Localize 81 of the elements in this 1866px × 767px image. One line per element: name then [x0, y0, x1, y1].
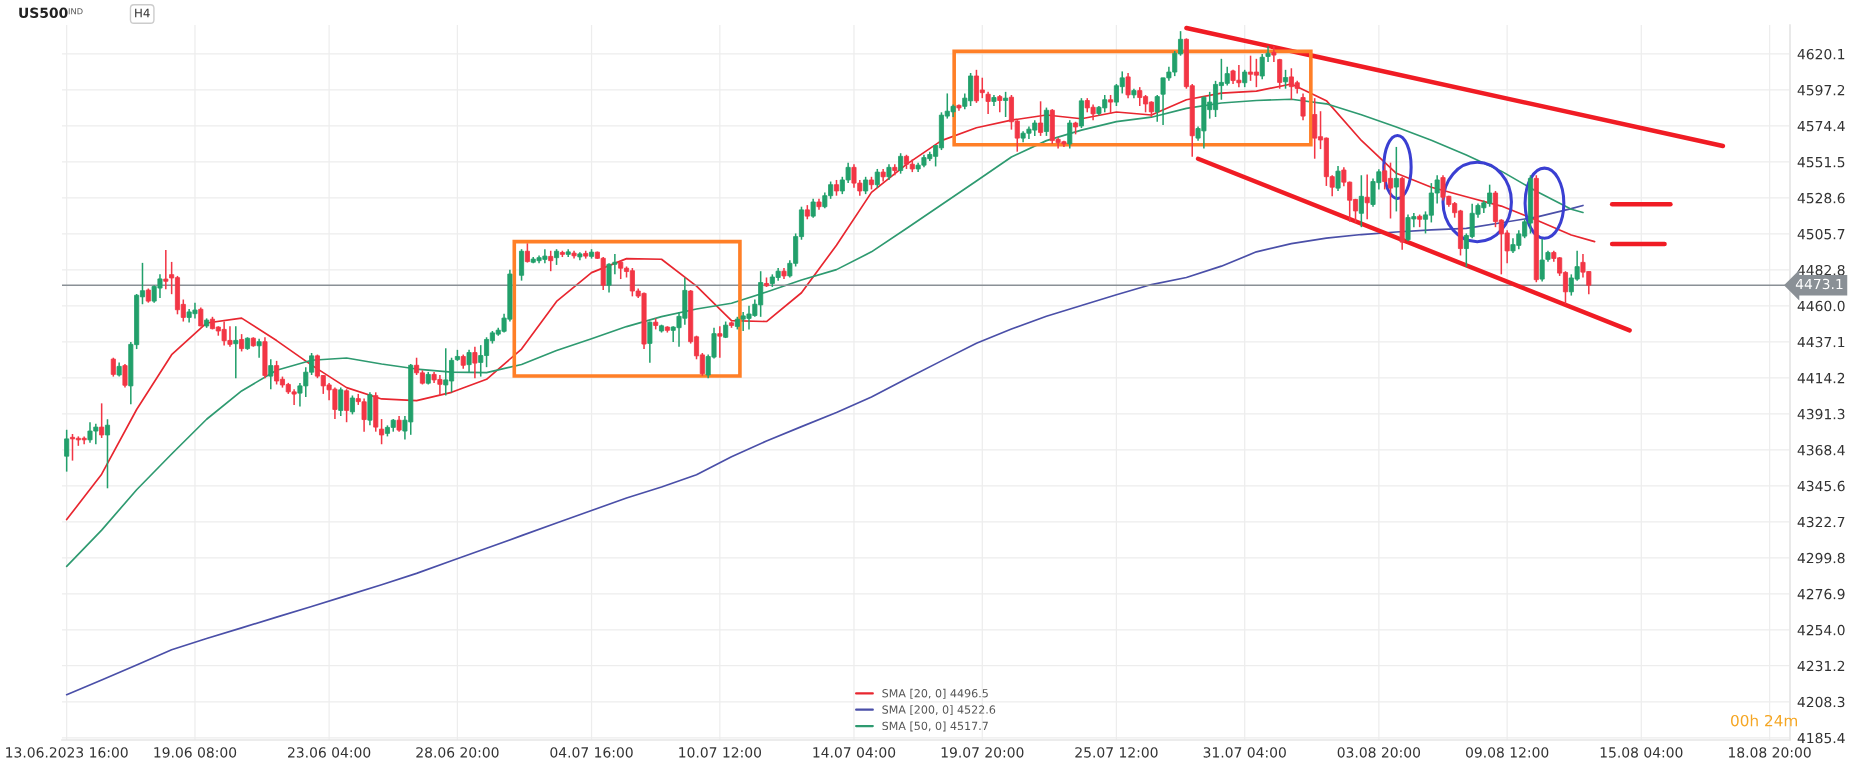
- candlestick: [524, 242, 530, 264]
- ref-line-label: 4473.1: [1795, 278, 1843, 290]
- x-tick-label: 04.07 16:00: [550, 747, 633, 758]
- y-tick-label: 4345.6: [1797, 480, 1845, 492]
- candlestick: [338, 386, 344, 417]
- candlestick: [548, 249, 554, 272]
- x-tick-label: 15.08 04:00: [1600, 747, 1683, 758]
- candlestick: [1358, 174, 1364, 228]
- candlestick: [1271, 45, 1277, 63]
- chart-subtitle: IND: [68, 8, 83, 15]
- candlestick: [997, 94, 1003, 114]
- y-tick-label: 4620.1: [1797, 48, 1845, 60]
- candlestick: [647, 320, 653, 364]
- candlestick: [874, 168, 880, 189]
- candlestick: [198, 306, 204, 328]
- legend-label: SMA [200, 0] 4522.6: [882, 705, 996, 716]
- candlestick: [1265, 45, 1271, 63]
- y-tick-label: 4299.8: [1797, 552, 1845, 564]
- candlestick: [1300, 92, 1306, 121]
- x-tick-label: 10.07 12:00: [679, 747, 762, 758]
- candlestick: [268, 358, 274, 390]
- candlestick: [898, 152, 904, 175]
- x-tick-label: 13.06.2023 16:00: [6, 747, 128, 758]
- candlestick: [810, 198, 816, 219]
- candlestick: [1038, 100, 1044, 137]
- y-tick-label: 4391.3: [1797, 408, 1845, 420]
- candlestick: [344, 388, 350, 423]
- candlestick: [64, 429, 70, 473]
- candlestick: [349, 394, 355, 416]
- candlestick: [717, 325, 723, 359]
- y-tick-label: 4597.2: [1797, 84, 1845, 96]
- candlestick: [256, 338, 262, 359]
- candlestick: [1067, 119, 1073, 150]
- candlestick: [379, 418, 385, 446]
- x-tick-label: 19.06 08:00: [154, 747, 237, 758]
- y-tick-label: 4460.0: [1797, 300, 1845, 312]
- y-tick-label: 4482.8: [1797, 264, 1845, 276]
- y-tick-label: 4414.2: [1797, 372, 1845, 384]
- y-tick-label: 4437.1: [1797, 336, 1845, 348]
- candlestick: [1259, 53, 1265, 81]
- candlestick: [1277, 58, 1283, 90]
- x-tick-label: 31.07 04:00: [1203, 747, 1286, 758]
- y-tick-label: 4551.5: [1797, 157, 1845, 168]
- legend-label: SMA [50, 0] 4517.7: [882, 721, 988, 732]
- y-tick-label: 4368.4: [1797, 444, 1845, 456]
- candlestick: [1108, 94, 1114, 115]
- candlestick: [1125, 72, 1131, 99]
- y-tick-label: 4276.9: [1797, 588, 1845, 600]
- x-tick-label: 28.06 20:00: [416, 747, 499, 758]
- candlestick: [1364, 173, 1370, 221]
- y-tick-label: 4208.3: [1797, 696, 1845, 708]
- x-tick-label: 18.08 20:00: [1729, 747, 1811, 758]
- x-tick-label: 14.07 04:00: [813, 747, 896, 758]
- annotation: 00h 24m: [1731, 714, 1798, 727]
- x-tick-label: 03.08 20:00: [1337, 747, 1421, 758]
- candlestick: [104, 418, 111, 490]
- candlestick: [466, 349, 472, 373]
- y-tick-label: 4505.7: [1797, 228, 1845, 240]
- y-tick-label: 4254.0: [1797, 624, 1845, 636]
- candlestick: [472, 345, 478, 379]
- x-tick-label: 19.07 20:00: [941, 747, 1024, 758]
- y-tick-label: 4574.4: [1797, 120, 1845, 132]
- x-tick-label: 09.08 12:00: [1465, 747, 1549, 758]
- candlestick: [1283, 69, 1289, 90]
- y-tick-label: 4231.2: [1797, 660, 1845, 672]
- candlestick: [122, 363, 128, 389]
- y-tick-label: 4528.6: [1797, 192, 1845, 204]
- x-tick-label: 23.06 04:00: [288, 747, 371, 758]
- candlestick: [1043, 106, 1049, 137]
- candlestick: [1393, 146, 1399, 213]
- chart-title: US500: [19, 7, 68, 19]
- x-tick-label: 25.07 12:00: [1075, 747, 1158, 758]
- legend-label: SMA [20, 0] 4496.5: [882, 688, 988, 699]
- candlestick: [99, 402, 105, 439]
- candlestick: [985, 91, 991, 115]
- text: H4: [135, 8, 150, 18]
- candlestick: [233, 325, 239, 379]
- y-tick-label: 4322.7: [1797, 516, 1845, 528]
- y-tick-label: 4185.4: [1797, 732, 1845, 744]
- candlestick: [1335, 165, 1341, 192]
- candlestick: [1003, 91, 1009, 118]
